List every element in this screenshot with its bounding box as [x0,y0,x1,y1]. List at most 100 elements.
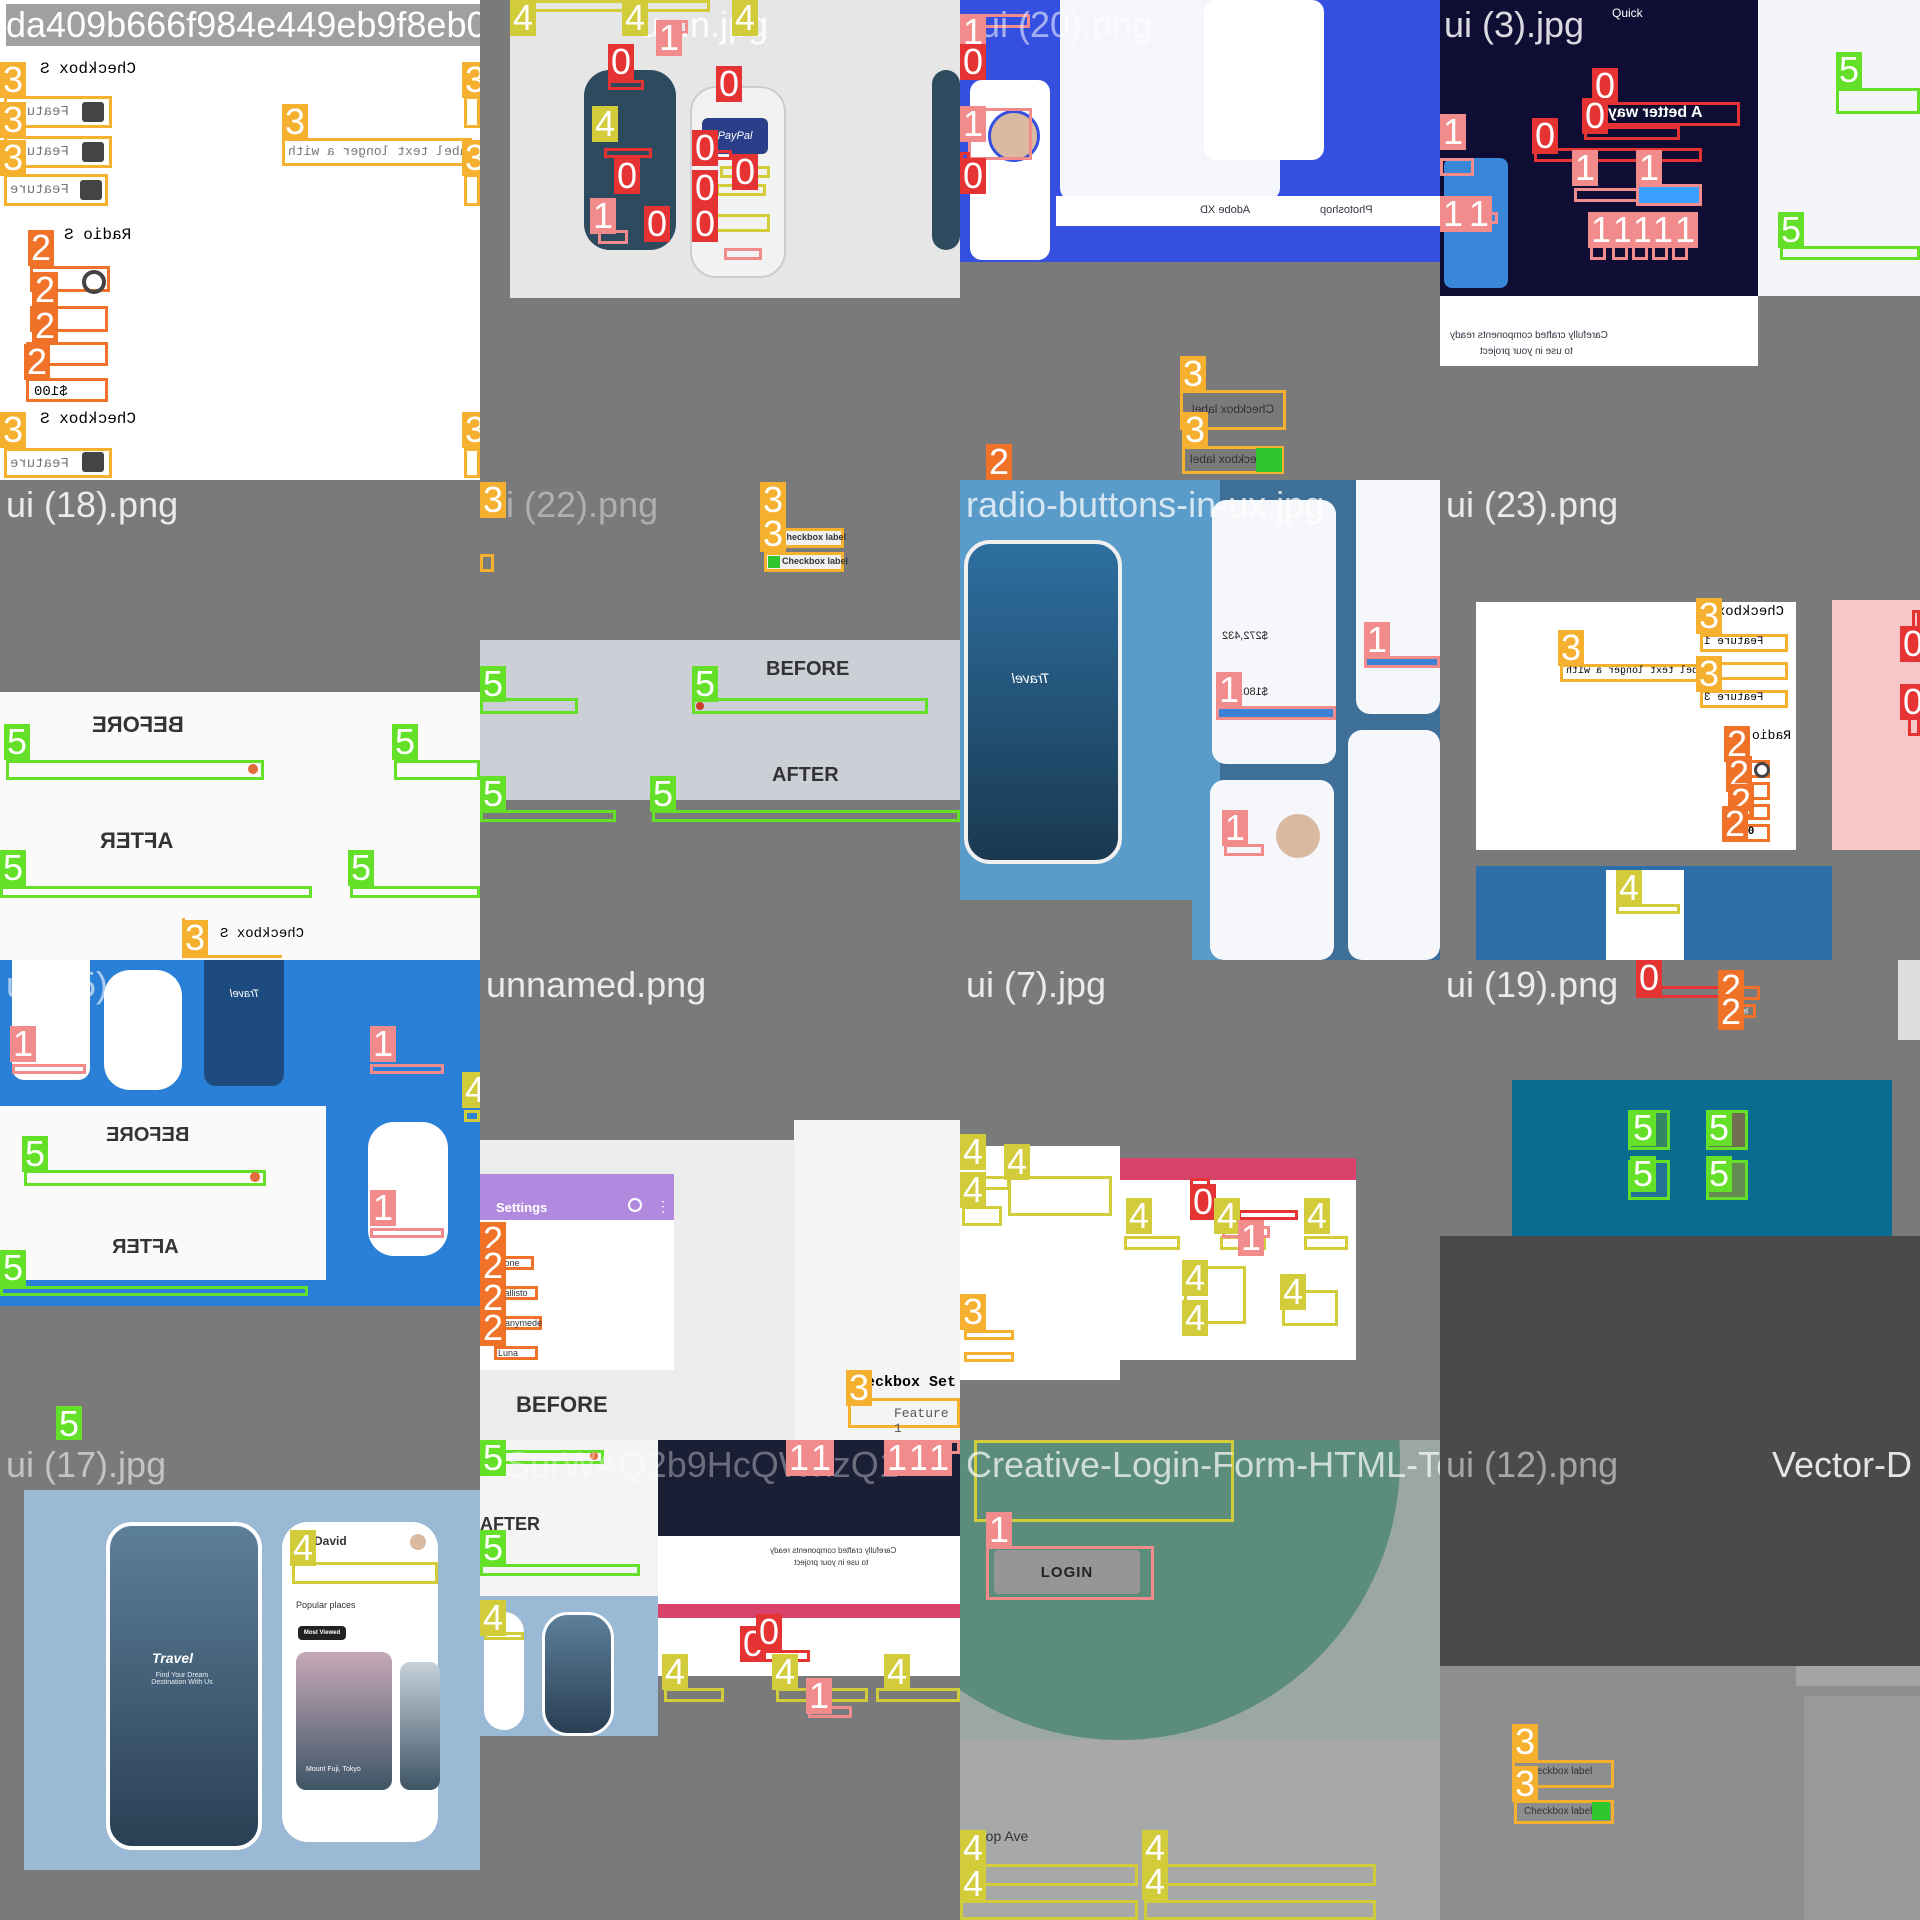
radio-option[interactable] [26,378,108,402]
checkbox-label[interactable] [964,1352,1014,1362]
checkbox-label-checked[interactable] [1182,446,1284,474]
login-button[interactable]: LOGIN [994,1550,1140,1594]
form-input[interactable] [1304,1236,1348,1250]
stepper-dots[interactable] [394,760,480,780]
tile-checkbox-dark: ui (12).png Vector-D Checkbox label Chec… [1440,1440,1920,1920]
class-3-tag: 3 [760,516,787,552]
most-viewed-chip[interactable]: Most Viewed [298,1626,346,1640]
travel-subtitle: Find Your Dream Destination With Us [151,1672,213,1686]
form-input[interactable] [1144,1900,1376,1920]
stepper-dots[interactable] [6,760,264,780]
progress-line[interactable] [480,1564,640,1576]
class-4-tag: 4 [1182,1260,1209,1296]
edge-input[interactable] [464,1110,480,1122]
class-5-tag: 5 [480,1530,507,1566]
feature-checkbox[interactable] [4,448,112,478]
checkbox-checked[interactable] [1592,1802,1610,1820]
stepper-dots[interactable] [692,698,928,714]
class-4-tag: 4 [1004,1144,1031,1180]
checkbox-label[interactable] [1180,390,1286,430]
form-input[interactable] [960,1900,1138,1920]
place-card[interactable] [296,1652,392,1790]
progress-line[interactable] [0,886,312,898]
carefully-text-2: to use in your project [794,1558,869,1567]
progress-line[interactable] [480,810,616,822]
stepper-dots[interactable] [24,1170,266,1186]
tile-radio-ux: Travel $180,000 $272,432 radio-buttons-i… [960,480,1440,960]
pagination-dots[interactable] [1836,88,1920,114]
progress-line[interactable] [0,1286,308,1296]
splash-phone [106,1522,262,1850]
search-input[interactable] [1616,904,1680,914]
class-1-tag: 1 [1636,150,1663,186]
checkbox-checked[interactable] [82,142,104,162]
class-3-tag: 3 [1696,598,1723,634]
checkbox-label-checked[interactable] [1514,1800,1614,1824]
tile-login-form: Creative-Login-Form-HTML-Template.jpg LO… [960,1440,1440,1920]
checkbox-label[interactable] [964,1330,1014,1340]
class-4-tag: 4 [1214,1198,1241,1234]
tile-slider-before-after: ui (18).png BEFORE AFTER Checkbox S 5 5 … [0,480,480,960]
feature-checkbox[interactable] [4,174,108,206]
checkbox-label-checked[interactable] [764,552,844,572]
search-input[interactable] [292,1562,438,1584]
explore-button[interactable] [12,1064,86,1074]
class-4-tag: 4 [884,1654,911,1690]
checkbox-checked[interactable] [82,102,104,122]
class-2-tag: 2 [1722,806,1749,842]
after-heading: AFTER [480,1514,540,1534]
feature-checkbox[interactable] [1700,690,1788,708]
form-input[interactable] [960,1864,1138,1886]
form-input[interactable] [664,1688,724,1702]
checkbox-checked[interactable] [1256,448,1282,472]
text-input[interactable] [1008,1176,1112,1216]
active-dot[interactable] [248,764,258,774]
amount-field[interactable] [604,148,652,158]
radio-option[interactable] [30,266,110,292]
radio-option[interactable] [494,1346,538,1360]
active-dot[interactable] [696,702,704,710]
place-card[interactable] [400,1662,440,1790]
popular-places: Popular places [296,1600,356,1610]
active-dot[interactable] [590,1452,598,1460]
radio-selected[interactable] [1754,762,1770,778]
search-icon[interactable] [628,1198,642,1212]
radio-option[interactable] [30,306,108,332]
form-input[interactable] [1124,1236,1180,1250]
purchase-button[interactable] [1636,184,1702,206]
login-button-box[interactable] [986,1546,1154,1600]
explore-button[interactable] [370,1228,444,1238]
side-button[interactable] [1364,656,1440,668]
password-input[interactable] [974,1440,1234,1522]
features-link[interactable] [1440,158,1474,176]
amount-field[interactable] [608,80,644,90]
class-1-tag: 1 [370,1026,397,1062]
checkbox-checked[interactable] [82,452,104,472]
form-input[interactable] [876,1688,960,1702]
progress-line[interactable] [350,886,480,898]
class-4-tag: 4 [960,1172,987,1208]
active-dot[interactable] [250,1172,260,1182]
web-form [658,1590,960,1676]
subtitle [1534,148,1702,162]
tile-stepper-compare: ui (22).png BEFORE AFTER Checkbox label … [480,480,960,960]
edge-checkbox[interactable] [480,554,494,572]
confirm-button[interactable] [1216,706,1336,720]
pay-button[interactable] [724,248,762,260]
checkbox-checked[interactable] [80,180,102,200]
feature-checkbox[interactable] [1700,634,1788,652]
more-icon[interactable]: ⋮ [656,1198,670,1214]
progress-line[interactable] [652,810,960,822]
pagination-bar[interactable] [1780,246,1920,260]
class-5-tag: 5 [480,1440,507,1476]
stepper-dots[interactable] [480,698,578,714]
class-4-tag: 4 [1280,1274,1307,1310]
radio-selected[interactable] [82,270,106,294]
feature-checkbox[interactable] [848,1398,960,1428]
edge-box [464,174,480,206]
tile-travel-stepper: Travel ui (25).png BEFORE AFTER 1 1 1 5 … [0,960,480,1440]
form-input[interactable] [1144,1864,1376,1886]
explore-button[interactable] [370,1064,444,1074]
checkbox-checked[interactable] [768,556,780,568]
class-5-tag: 5 [56,1406,83,1440]
